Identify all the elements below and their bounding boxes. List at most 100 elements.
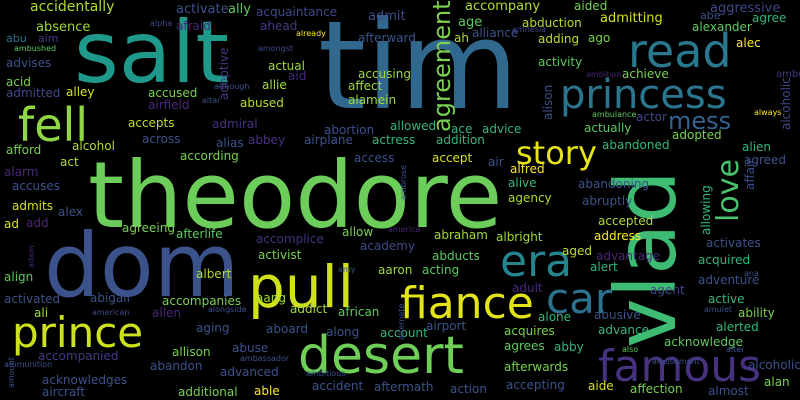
word: salt (74, 3, 230, 103)
word: admits (12, 199, 53, 213)
word: ambrose (399, 165, 408, 200)
word: famous (598, 341, 762, 392)
word: adopted (672, 128, 722, 142)
word: agrees (504, 339, 545, 353)
word: albert (196, 267, 232, 281)
word: abused (240, 96, 284, 110)
word: alpha (150, 19, 173, 28)
word: abby (554, 340, 584, 354)
word: afterlife (176, 227, 223, 241)
word: albright (496, 230, 543, 244)
word: ambition (586, 70, 622, 79)
word: active (708, 292, 745, 306)
word: abducts (432, 249, 480, 263)
word: already (296, 29, 326, 38)
word: acquired (698, 253, 751, 267)
word: advantage (596, 249, 661, 263)
word: ally (228, 2, 251, 17)
word: abuse (232, 341, 269, 355)
word: fiance (400, 278, 534, 329)
word: aim (38, 32, 59, 45)
word: advanced (220, 365, 279, 379)
word: actress (372, 133, 416, 147)
word: afterwards (504, 360, 569, 374)
word: amount (7, 357, 16, 388)
word: abusive (594, 308, 641, 322)
word: agency (508, 191, 552, 205)
word: account (380, 326, 428, 340)
word: acid (6, 75, 31, 89)
word: accepts (128, 116, 175, 130)
word: agreeing (122, 221, 175, 235)
word: alerted (716, 320, 759, 334)
word: alexander (692, 20, 752, 34)
word: admitted (6, 86, 61, 100)
word: activity (538, 55, 583, 69)
word: air (488, 155, 504, 169)
word: abe (700, 9, 721, 22)
word: allison (172, 345, 211, 359)
word: although (214, 82, 250, 91)
word: acting (422, 263, 460, 277)
word: adding (538, 32, 580, 46)
word: affect (348, 79, 383, 93)
word: alias (216, 136, 244, 150)
word: advises (6, 56, 52, 70)
word: align (4, 270, 34, 284)
word: acknowledges (42, 373, 128, 387)
word: alcoholic (748, 358, 800, 372)
word: alternate (397, 303, 406, 340)
word: afraid (176, 19, 211, 33)
word: additional (178, 385, 238, 399)
word: alter (726, 345, 745, 354)
word: agreed (744, 153, 787, 167)
word: ace (451, 122, 473, 136)
word: addict (290, 302, 328, 316)
word: achieve (622, 67, 669, 81)
word: aging (196, 321, 230, 335)
word: alone (538, 310, 572, 324)
word: academy (360, 239, 416, 253)
word: aide (588, 379, 614, 393)
word: airport (426, 319, 467, 333)
word: affection (630, 382, 683, 396)
word: advice (482, 122, 522, 136)
word: agent (650, 283, 685, 297)
word: ambushed (14, 44, 57, 53)
word: addition (436, 133, 485, 147)
word: ambulance (592, 110, 637, 119)
word: alcohol (72, 139, 115, 153)
word: accused (148, 86, 198, 100)
word: read (628, 24, 732, 78)
word: aang (256, 291, 286, 305)
word: era (500, 236, 573, 287)
word: airplane (304, 133, 353, 147)
word: princess (560, 72, 727, 118)
word: desert (298, 326, 464, 386)
word: alcoholic (779, 77, 793, 130)
word: accompany (465, 0, 541, 14)
word: admiral (212, 117, 258, 131)
word: add (26, 216, 49, 230)
word: activate (176, 2, 229, 17)
word: alley (66, 85, 95, 99)
word: allowed (390, 119, 437, 133)
word: african (338, 305, 380, 319)
word: america (388, 225, 421, 234)
word: abortion (324, 123, 375, 137)
word: age (458, 15, 483, 30)
word: agree (752, 11, 787, 25)
word: acquires (504, 324, 555, 338)
word: accomplice (256, 232, 324, 246)
word: abu (6, 32, 27, 45)
word: mess (668, 107, 732, 135)
word: ah (454, 31, 469, 45)
word: actual (268, 59, 305, 73)
word: accuses (12, 179, 61, 193)
word: accompanied (38, 349, 119, 363)
word: ali (34, 306, 49, 320)
word: story (516, 134, 597, 172)
word: ammunition (4, 360, 53, 369)
word: aircraft (42, 385, 85, 399)
